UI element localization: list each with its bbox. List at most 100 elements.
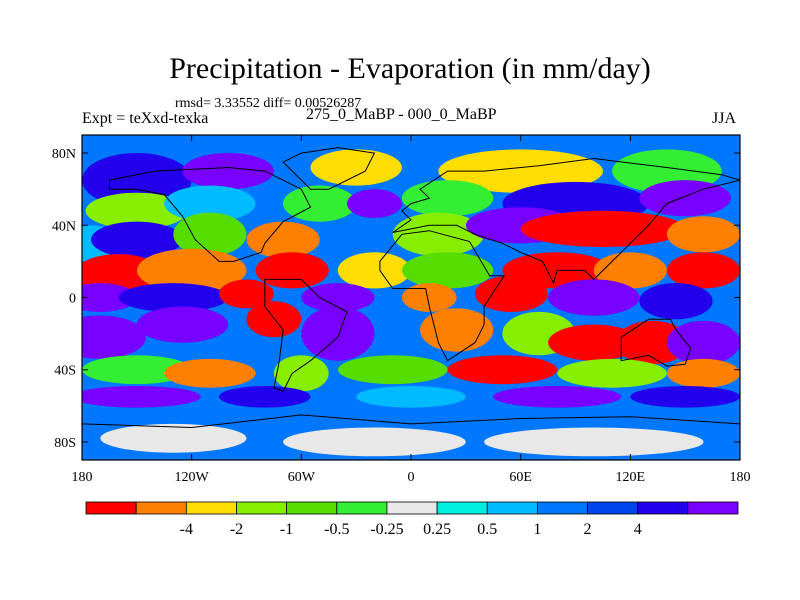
- x-tick-label: 120E: [616, 470, 646, 485]
- field-region-51: [557, 358, 667, 388]
- field-region-16: [319, 221, 393, 258]
- field-region-13: [91, 221, 183, 258]
- colorbar-swatch: [436, 501, 488, 515]
- field-region-31: [219, 279, 274, 309]
- field-region-32: [301, 283, 375, 312]
- y-tick-label: 0: [69, 292, 76, 307]
- colorbar-swatch: [386, 501, 438, 515]
- colorbar: -4 -2 -1 -0.5 -0.25 0.25 0.5 1 2 4: [85, 501, 739, 538]
- field-region-7: [283, 185, 357, 222]
- plot-title: Precipitation - Evaporation (in mm/day): [169, 52, 651, 85]
- colorbar-swatch: [85, 501, 137, 515]
- field-region-30: [118, 283, 229, 312]
- field-region-25: [401, 252, 494, 289]
- field-region-59: [283, 427, 466, 457]
- x-tick-label: 180: [730, 470, 751, 485]
- field-region-48: [273, 355, 329, 392]
- colorbar-label: -4: [180, 521, 193, 538]
- colorbar-label: 4: [634, 521, 642, 538]
- coastline-australia: [620, 318, 692, 367]
- coastline-south-america: [264, 278, 348, 393]
- colorbar-swatch: [185, 501, 237, 515]
- colorbar-label: 0.5: [477, 521, 497, 538]
- colorbar-swatch: [336, 501, 388, 515]
- axis-ticks: 180 120W 60W 0 60E 120E 180 80N 40N 0 40S 80S: [52, 135, 751, 485]
- field-region-20: [666, 216, 740, 253]
- field-region-19: [520, 210, 686, 247]
- colorbar-label: 1: [533, 521, 541, 538]
- x-tick-label: 180: [72, 470, 93, 485]
- experiment-label: Expt = teXxd-texka: [82, 110, 209, 127]
- field-region-23: [255, 252, 329, 289]
- field-region-15: [246, 221, 320, 258]
- field-region-14: [173, 212, 247, 256]
- colorbar-label: -1: [280, 521, 293, 538]
- coastline-africa: [379, 230, 506, 362]
- coastlines: [82, 147, 740, 460]
- colorbar-swatch: [587, 501, 639, 515]
- field-region-57: [630, 386, 740, 408]
- colorbar-label: 0.25: [423, 521, 451, 538]
- colorbar-label: -2: [230, 521, 243, 538]
- colorbar-swatch: [537, 501, 589, 515]
- colorbar-swatch: [637, 501, 689, 515]
- field-region-49: [337, 355, 448, 385]
- field-region-58: [100, 423, 247, 453]
- field-region-17: [392, 212, 485, 256]
- y-tick-label: 40N: [52, 219, 76, 234]
- x-tick-label: 0: [408, 470, 415, 485]
- field-region-50: [447, 355, 558, 385]
- field-region-43: [548, 324, 640, 361]
- season-label: JJA: [712, 110, 737, 127]
- field-region-52: [666, 358, 740, 388]
- field-region-6: [164, 185, 256, 222]
- field-region-36: [639, 283, 713, 320]
- field-region-44: [615, 320, 689, 365]
- field-region-28: [666, 252, 740, 289]
- field-region-24: [337, 252, 411, 289]
- field-region-46: [82, 355, 192, 385]
- coastline-north-america: [108, 166, 312, 262]
- colorbar-swatch: [135, 501, 187, 515]
- field-region-35: [548, 279, 640, 316]
- x-tick-label: 60W: [288, 470, 316, 485]
- field-region-11: [639, 180, 731, 217]
- field-region-33: [401, 283, 457, 312]
- coastline-greenland: [282, 147, 376, 190]
- stats-line: rmsd= 3.33552 diff= 0.00526287: [175, 96, 362, 111]
- colorbar-swatch: [236, 501, 288, 515]
- field-region-39: [246, 301, 302, 338]
- y-tick-label: 40S: [54, 364, 76, 379]
- field-region-1: [182, 153, 274, 190]
- coastline-antarctica: [82, 414, 740, 460]
- field-region-0: [82, 153, 192, 208]
- field-region-9: [401, 180, 494, 217]
- field-region-38: [136, 306, 229, 343]
- field-region-47: [164, 358, 256, 388]
- colorbar-label: 2: [584, 521, 592, 538]
- field-region-8: [347, 189, 402, 219]
- y-tick-label: 80S: [54, 436, 76, 451]
- colorbar-swatch: [486, 501, 538, 515]
- field-region-40: [301, 306, 375, 361]
- colorbar-swatch: [286, 501, 338, 515]
- y-tick-label: 80N: [52, 147, 76, 162]
- field-region-37: [82, 315, 146, 359]
- colorbar-label: -0.5: [324, 521, 349, 538]
- colorbar-swatch: [687, 501, 739, 515]
- field-region-55: [356, 386, 466, 408]
- field-region-29: [82, 283, 137, 312]
- coastline-eurasia: [392, 157, 740, 285]
- field-region-34: [474, 275, 549, 312]
- x-tick-label: 120W: [175, 470, 210, 485]
- field-region-53: [82, 386, 201, 408]
- colorbar-label: -0.25: [370, 521, 403, 538]
- field-region-3: [438, 149, 603, 193]
- field-region-22: [136, 248, 247, 293]
- x-tick-label: 60E: [509, 470, 532, 485]
- field-region-54: [219, 386, 311, 408]
- field-region-60: [484, 427, 704, 457]
- field-region-45: [666, 320, 740, 365]
- field-region-56: [493, 386, 622, 408]
